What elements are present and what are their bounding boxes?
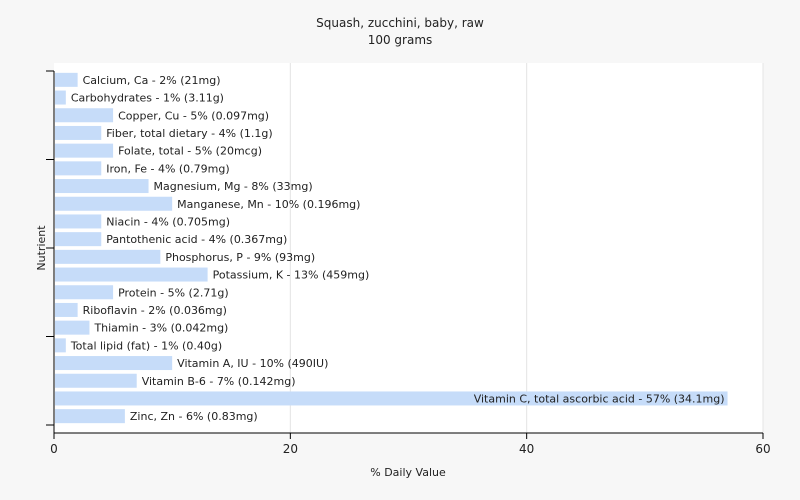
bar-label: Iron, Fe - 4% (0.79mg) [106, 162, 229, 175]
chart-title: Squash, zucchini, baby, raw [316, 16, 484, 30]
bar [55, 90, 66, 105]
bar-label: Riboflavin - 2% (0.036mg) [83, 304, 227, 317]
bar [55, 373, 137, 388]
plot-area [54, 63, 763, 433]
bar-label: Potassium, K - 13% (459mg) [213, 269, 370, 282]
bar [55, 143, 114, 158]
bar [55, 391, 728, 406]
bar-label: Manganese, Mn - 10% (0.196mg) [177, 198, 360, 211]
bar-label: Vitamin A, IU - 10% (490IU) [177, 357, 328, 370]
bar [55, 161, 102, 176]
bar-label: Phosphorus, P - 9% (93mg) [165, 251, 315, 264]
bar-label: Vitamin B-6 - 7% (0.142mg) [142, 375, 296, 388]
x-tick-label: 0 [50, 442, 58, 456]
bar-label: Fiber, total dietary - 4% (1.1g) [106, 127, 272, 140]
bar-label: Niacin - 4% (0.705mg) [106, 215, 230, 228]
bar-label: Carbohydrates - 1% (3.11g) [71, 92, 224, 105]
bar [55, 125, 102, 140]
y-axis-title: Nutrient [35, 225, 48, 271]
bar-label: Magnesium, Mg - 8% (33mg) [154, 180, 313, 193]
bar-label: Protein - 5% (2.71g) [118, 286, 229, 299]
bar [55, 267, 208, 282]
bar-label: Thiamin - 3% (0.042mg) [93, 322, 228, 335]
x-axis-title: % Daily Value [370, 466, 446, 479]
bar [55, 232, 102, 247]
bar [55, 409, 125, 424]
bar-label: Total lipid (fat) - 1% (0.40g) [70, 339, 222, 352]
bar-label: Calcium, Ca - 2% (21mg) [83, 74, 221, 87]
x-tick-label: 60 [755, 442, 770, 456]
bar-label: Zinc, Zn - 6% (0.83mg) [130, 410, 258, 423]
bar-label: Vitamin C, total ascorbic acid - 57% (34… [474, 392, 725, 405]
bar [55, 108, 114, 123]
bar [55, 214, 102, 229]
bar-label: Copper, Cu - 5% (0.097mg) [118, 109, 269, 122]
bar [55, 320, 90, 335]
bar [55, 356, 173, 371]
bar [55, 196, 173, 211]
bar [55, 249, 161, 264]
bar-label: Pantothenic acid - 4% (0.367mg) [106, 233, 287, 246]
bar [55, 72, 78, 87]
chart-subtitle: 100 grams [368, 33, 433, 47]
bar [55, 285, 114, 300]
bar [55, 179, 149, 194]
x-tick-label: 40 [519, 442, 534, 456]
bar-label: Folate, total - 5% (20mcg) [118, 145, 262, 158]
bar [55, 338, 66, 353]
bar [55, 302, 78, 317]
x-tick-label: 20 [283, 442, 298, 456]
